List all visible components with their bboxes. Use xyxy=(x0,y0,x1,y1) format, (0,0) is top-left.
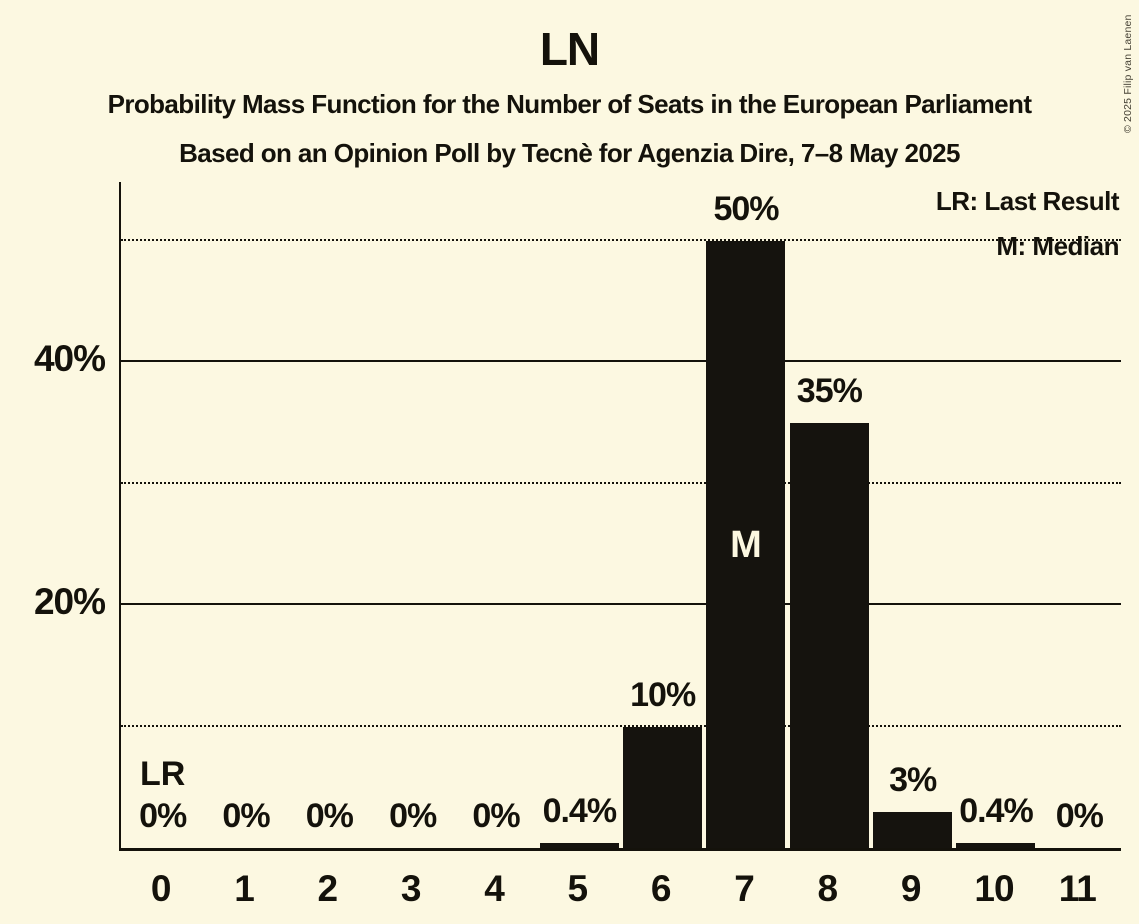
gridline-dotted-30 xyxy=(121,481,1121,484)
x-tick-label-11: 11 xyxy=(1058,868,1097,909)
bar-column-11: 0% xyxy=(1038,182,1121,848)
x-tick-label-10: 10 xyxy=(974,868,1014,909)
bar-column-4: 0% xyxy=(454,182,537,848)
bar-value-label-0: 0% xyxy=(139,797,187,835)
bar-9 xyxy=(873,811,952,848)
bar-5 xyxy=(539,843,619,848)
x-tick-label-6: 6 xyxy=(650,868,672,909)
bar-column-9: 3% xyxy=(871,182,954,848)
bar-column-3: 0% xyxy=(371,182,454,848)
bar-value-label-8: 35% xyxy=(796,371,863,410)
bar-10 xyxy=(956,843,1036,848)
bar-value-label-11: 0% xyxy=(1055,797,1104,835)
x-tick-label-3: 3 xyxy=(400,868,422,909)
bar-value-label-10: 0.4% xyxy=(959,792,1034,831)
bar-column-6: 10% xyxy=(621,182,704,848)
median-marker: M xyxy=(730,524,762,566)
bar-column-0: 0% LR xyxy=(121,182,204,848)
bar-8 xyxy=(789,422,869,848)
bar-value-label-6: 10% xyxy=(630,675,696,714)
bar-column-1: 0% xyxy=(204,182,287,848)
bar-column-5: 0.4% xyxy=(538,182,621,848)
plot-area: 0% LR 0% 0% 0% 0% 0.4% 10% 50% M 35% 3% 0.4% 0% xyxy=(119,182,1121,851)
page-title: LN xyxy=(539,23,600,75)
last-result-marker: LR xyxy=(140,755,186,793)
bar-value-label-2: 0% xyxy=(305,797,354,835)
bar-value-label-7: 50% xyxy=(713,189,779,228)
bar-column-7: 50% M xyxy=(704,182,787,848)
bar-value-label-4: 0% xyxy=(472,797,520,835)
x-tick-label-2: 2 xyxy=(317,868,339,909)
legend-last-result: LR: Last Result xyxy=(935,186,1120,216)
x-tick-label-8: 8 xyxy=(817,868,839,909)
x-tick-label-5: 5 xyxy=(567,868,589,909)
bar-value-label-3: 0% xyxy=(389,797,437,835)
bar-value-label-9: 3% xyxy=(889,760,937,799)
bar-column-2: 0% xyxy=(288,182,371,848)
x-tick-label-7: 7 xyxy=(734,868,755,909)
copyright-text: © 2025 Filip van Laenen xyxy=(1122,14,1134,133)
gridline-dotted-50 xyxy=(121,238,1121,241)
bar-value-label-1: 0% xyxy=(222,797,270,835)
y-tick-label: 20% xyxy=(33,581,106,622)
x-tick-label-0: 0 xyxy=(150,868,172,909)
bar-column-8: 35% xyxy=(788,182,871,848)
gridline-solid-40 xyxy=(121,360,1121,362)
poll-source-subtitle: Based on an Opinion Poll by Tecnè for Ag… xyxy=(179,138,960,168)
x-tick-label-1: 1 xyxy=(234,868,255,909)
gridline-dotted-10 xyxy=(121,724,1121,727)
legend-median: M: Median xyxy=(996,231,1119,261)
x-tick-label-4: 4 xyxy=(484,868,505,909)
bar-column-10: 0.4% xyxy=(954,182,1037,848)
x-tick-label-9: 9 xyxy=(900,868,922,909)
bar-7 xyxy=(706,240,786,848)
y-tick-label: 40% xyxy=(33,338,106,379)
bar-value-label-5: 0.4% xyxy=(542,792,618,831)
gridline-solid-20 xyxy=(121,603,1121,605)
bar-6 xyxy=(623,726,702,848)
chart-subtitle: Probability Mass Function for the Number… xyxy=(107,89,1032,119)
